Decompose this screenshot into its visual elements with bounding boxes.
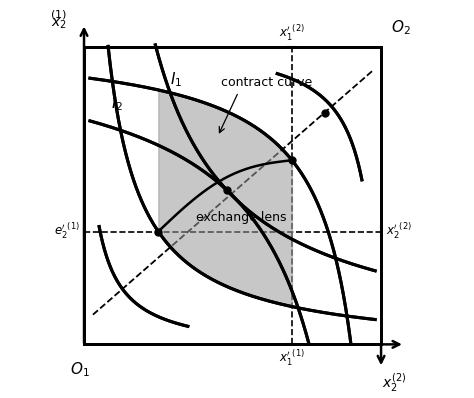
Text: $I_2$: $I_2$ bbox=[111, 94, 123, 113]
Text: $O_2$: $O_2$ bbox=[392, 18, 411, 37]
Text: $e_2'^{(1)}$: $e_2'^{(1)}$ bbox=[54, 222, 80, 241]
Text: contract curve: contract curve bbox=[221, 76, 312, 89]
Text: $x_1'^{(1)}$: $x_1'^{(1)}$ bbox=[279, 349, 305, 368]
Text: $x_2$: $x_2$ bbox=[51, 17, 67, 31]
Text: $x_2'^{(2)}$: $x_2'^{(2)}$ bbox=[385, 222, 411, 241]
Text: $I_1$: $I_1$ bbox=[170, 70, 182, 89]
Text: exchange lens: exchange lens bbox=[196, 211, 287, 224]
Text: $x_1'^{(2)}$: $x_1'^{(2)}$ bbox=[279, 23, 305, 43]
Text: $x_2^{(2)}$: $x_2^{(2)}$ bbox=[383, 371, 407, 394]
Text: $\mathregular{(1)}$: $\mathregular{(1)}$ bbox=[50, 8, 67, 21]
Text: $O_1$: $O_1$ bbox=[70, 361, 90, 379]
